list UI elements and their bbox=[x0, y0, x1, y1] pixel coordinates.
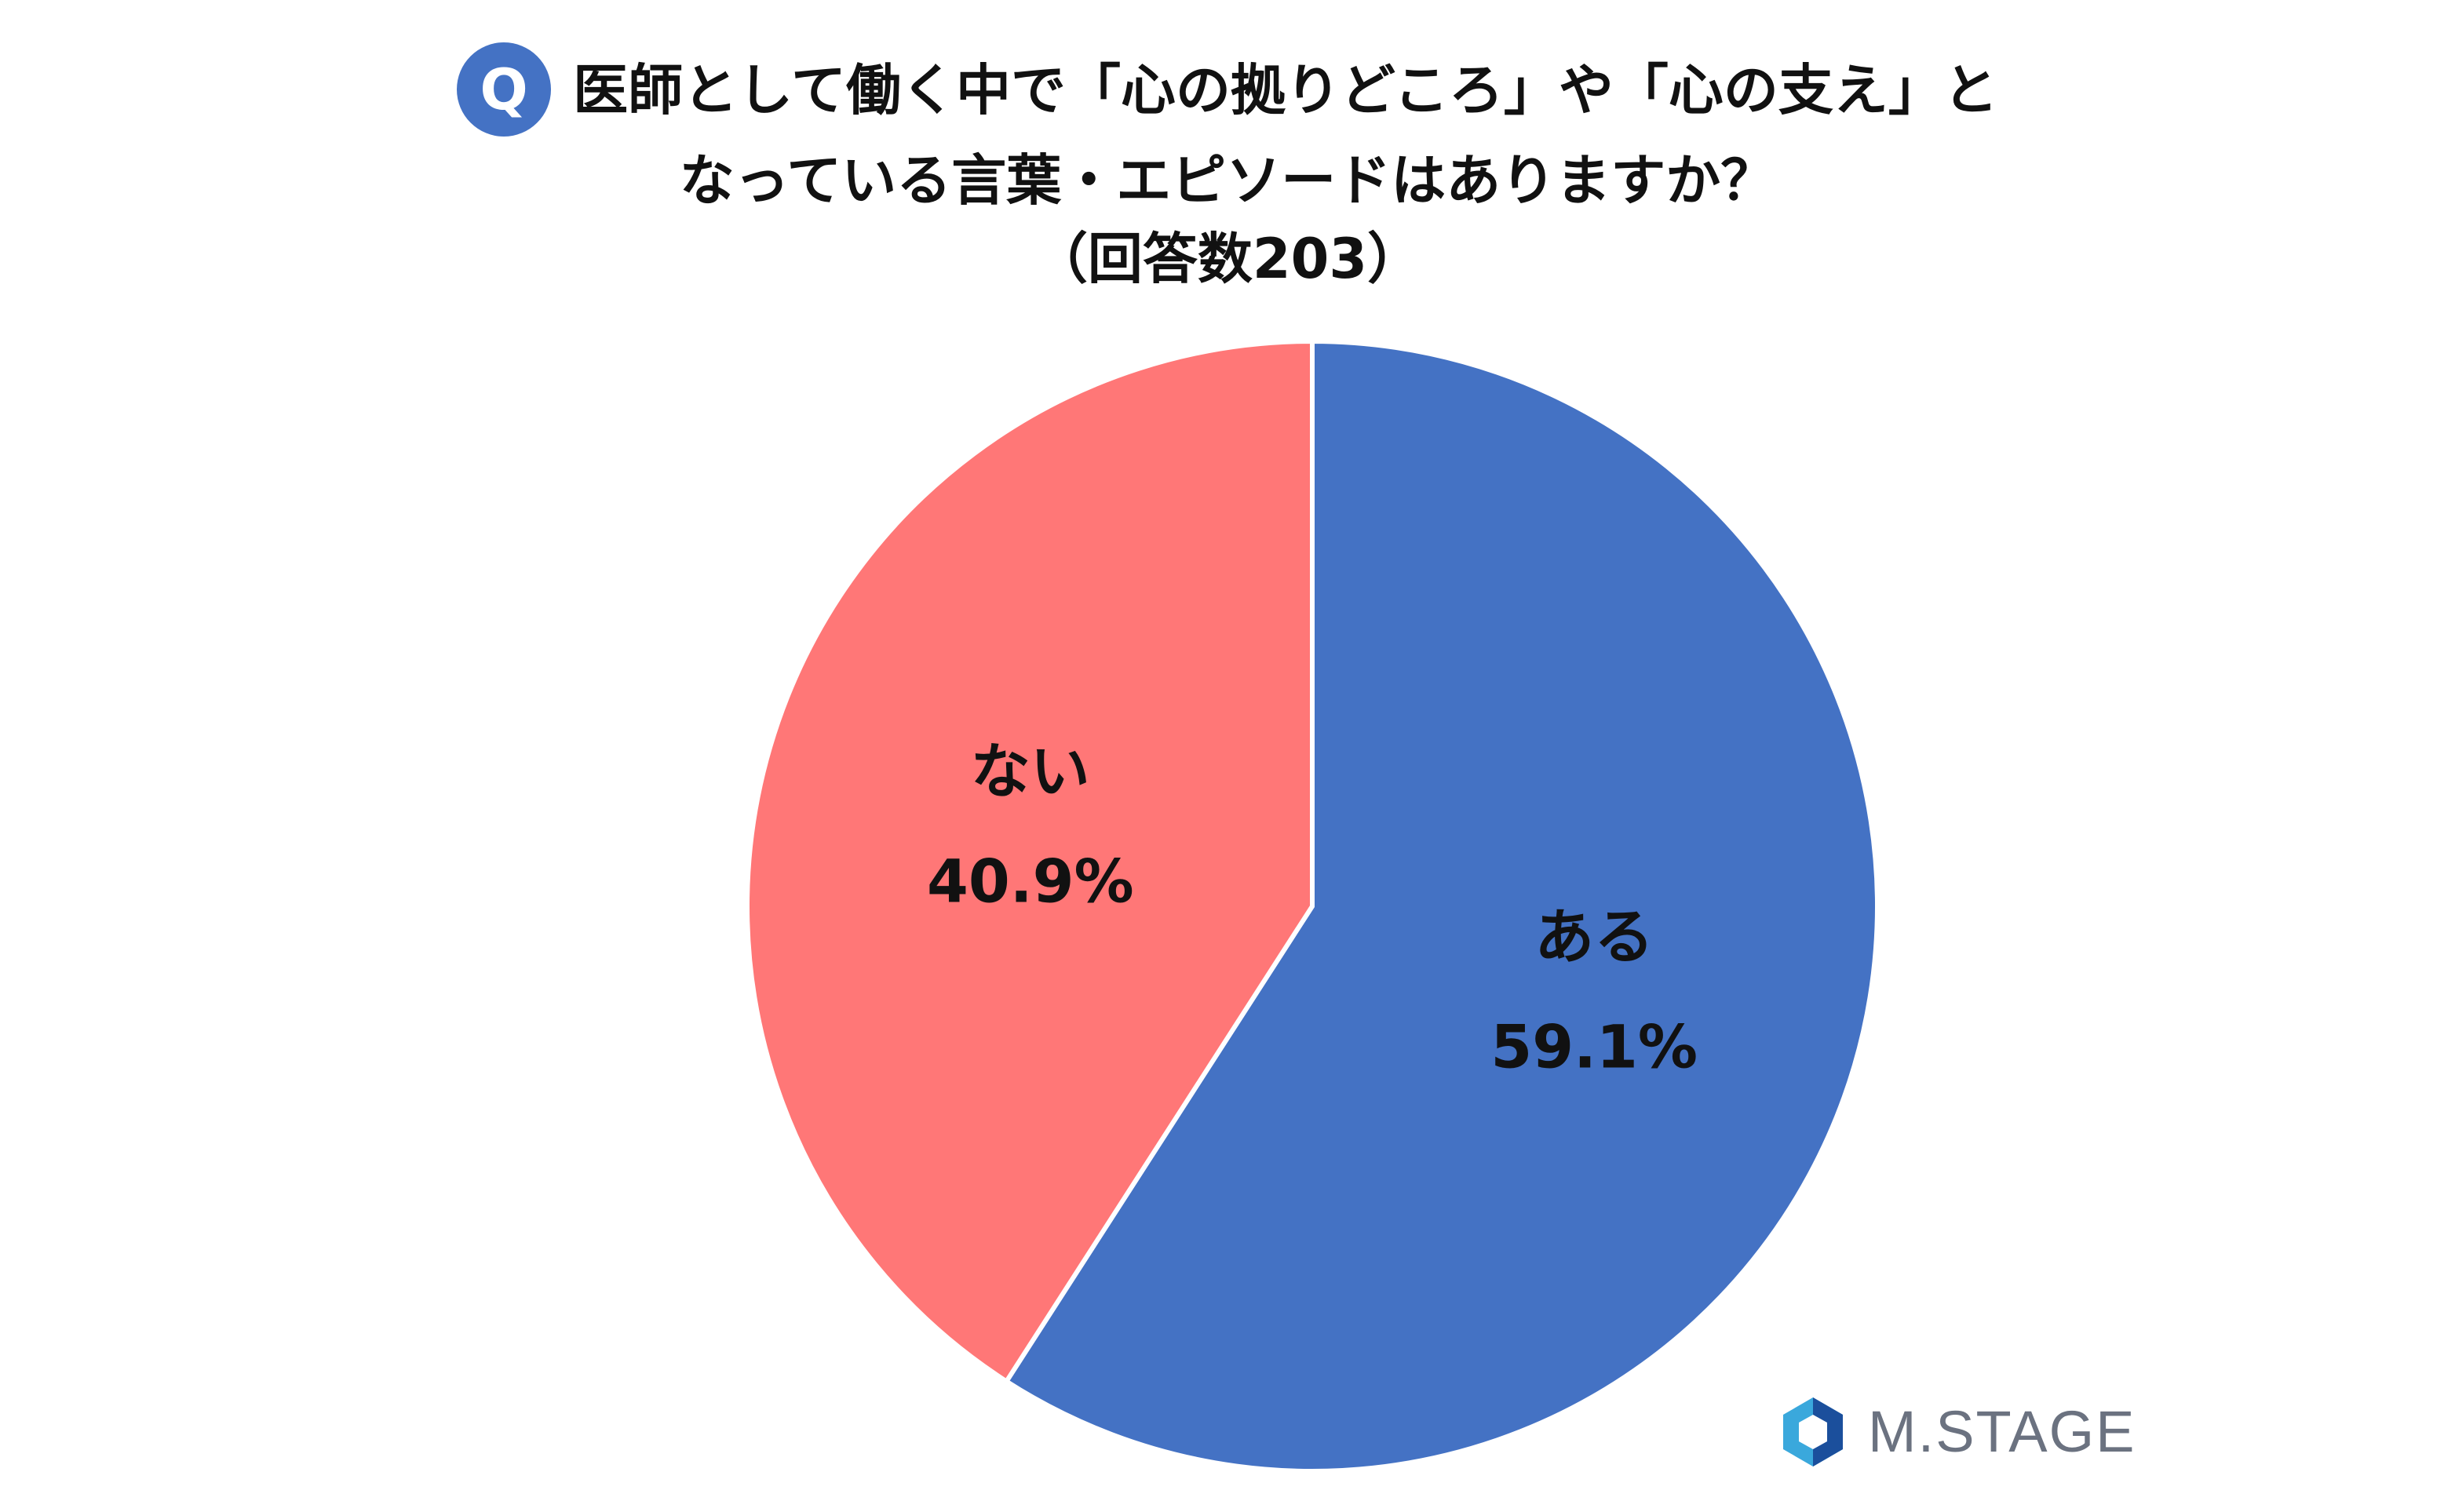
title-line-2: なっている言葉・エピソードはありますか？ bbox=[679, 148, 1776, 213]
m-stage-logo-icon bbox=[1783, 1397, 1843, 1466]
m-stage-logo: M.STAGE bbox=[1775, 1389, 2136, 1475]
title-text-1: 医師として働く中で「心の拠りどころ」や「心の支え」と bbox=[573, 58, 1998, 123]
slice-label-0: ある bbox=[1534, 902, 1654, 972]
m-stage-logo-text: M.STAGE bbox=[1868, 1399, 2136, 1464]
title-line-1: Q 医師として働く中で「心の拠りどころ」や「心の支え」と bbox=[0, 42, 2455, 141]
slice-value-0: 59.1% bbox=[1490, 1012, 1698, 1082]
slice-label-1: ない bbox=[971, 736, 1090, 806]
slice-value-1: 40.9% bbox=[927, 846, 1134, 916]
title-line-3: （回答数203） bbox=[1032, 227, 1423, 291]
chart-title: Q 医師として働く中で「心の拠りどころ」や「心の支え」と なっている言葉・エピソー… bbox=[0, 42, 2455, 298]
pie-slice-0 bbox=[1003, 338, 1880, 1474]
pie-slice-1 bbox=[745, 338, 1315, 1385]
q-badge: Q bbox=[457, 42, 552, 137]
